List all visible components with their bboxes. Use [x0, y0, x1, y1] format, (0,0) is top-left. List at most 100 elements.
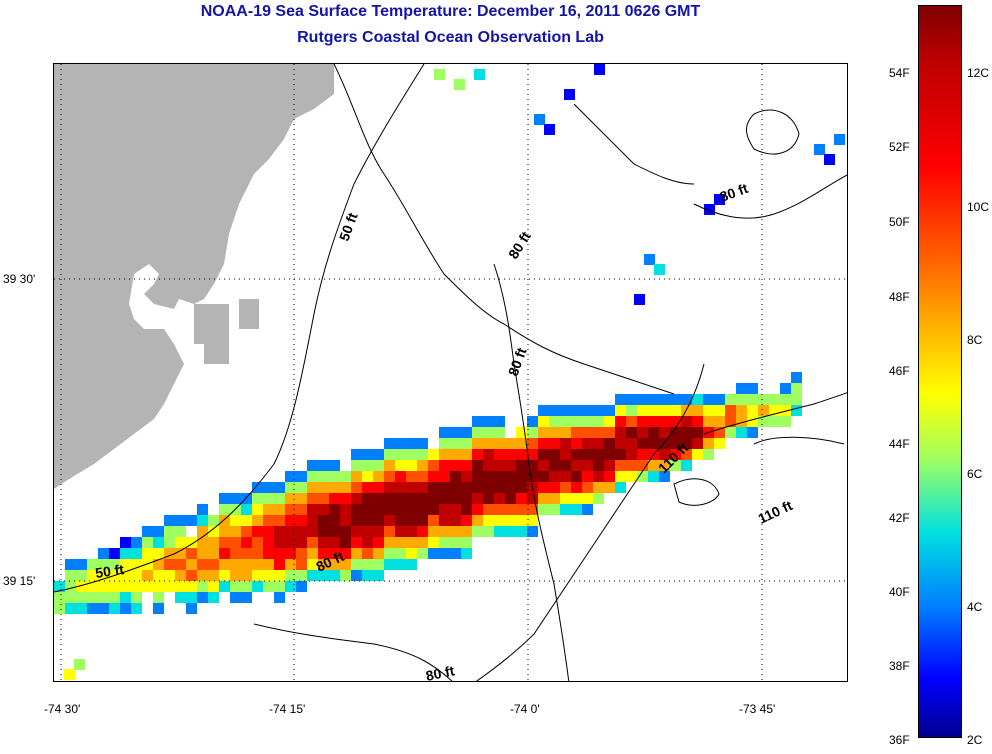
sst-pixel: [505, 460, 516, 471]
sst-pixel: [395, 537, 406, 548]
sst-pixel: [406, 471, 417, 482]
sst-pixel: [659, 427, 670, 438]
contour-label: 80 ft: [505, 228, 534, 261]
sst-pixel: [505, 438, 516, 449]
sst-pixel: [670, 427, 681, 438]
sst-pixel: [582, 493, 593, 504]
sst-pixel: [197, 559, 208, 570]
sst-pixel: [538, 471, 549, 482]
sst-pixel: [615, 438, 626, 449]
sst-pixel: [516, 526, 527, 537]
sst-pixel: [142, 559, 153, 570]
sst-pixel: [615, 460, 626, 471]
sst-pixel: [351, 460, 362, 471]
sst-pixel: [395, 482, 406, 493]
sst-pixel: [582, 449, 593, 460]
sst-pixel: [395, 504, 406, 515]
sst-pixel: [109, 592, 120, 603]
sst-pixel: [208, 570, 219, 581]
sst-pixel: [582, 482, 593, 493]
sst-pixel: [472, 438, 483, 449]
sst-pixel: [219, 515, 230, 526]
sst-pixel: [483, 504, 494, 515]
sst-pixel: [450, 548, 461, 559]
sst-pixel: [241, 592, 252, 603]
sst-pixel: [241, 581, 252, 592]
sst-pixel: [252, 493, 263, 504]
sst-pixel: [527, 526, 538, 537]
sst-pixel: [736, 383, 747, 394]
sst-pixel: [76, 581, 87, 592]
sst-pixel: [736, 405, 747, 416]
sst-pixel: [483, 438, 494, 449]
sst-pixel: [351, 526, 362, 537]
sst-pixel: [307, 570, 318, 581]
sst-pixel: [534, 114, 545, 125]
sst-pixel: [373, 482, 384, 493]
sst-pixel: [659, 438, 670, 449]
sst-pixel: [307, 471, 318, 482]
sst-pixel: [747, 427, 758, 438]
sst-pixel: [714, 405, 725, 416]
sst-pixel: [747, 416, 758, 427]
sst-pixel: [219, 570, 230, 581]
sst-pixel: [736, 394, 747, 405]
sst-pixel: [450, 526, 461, 537]
sst-pixel: [637, 394, 648, 405]
sst-pixel: [263, 581, 274, 592]
sst-pixel: [560, 427, 571, 438]
sst-pixel: [670, 405, 681, 416]
sst-pixel: [274, 581, 285, 592]
sst-pixel: [109, 581, 120, 592]
sst-pixel: [505, 493, 516, 504]
sst-pixel: [318, 515, 329, 526]
sst-pixel: [186, 515, 197, 526]
sst-pixel: [461, 438, 472, 449]
sst-pixel: [241, 515, 252, 526]
sst-pixel: [208, 537, 219, 548]
sst-pixel: [395, 515, 406, 526]
sst-pixel: [241, 559, 252, 570]
sst-pixel: [593, 493, 604, 504]
sst-pixel: [615, 449, 626, 460]
sst-pixel: [549, 416, 560, 427]
sst-pixel: [120, 592, 131, 603]
sst-pixel: [186, 537, 197, 548]
sst-pixel: [549, 493, 560, 504]
sst-pixel: [263, 559, 274, 570]
sst-pixel: [703, 405, 714, 416]
sst-pixel: [670, 394, 681, 405]
sst-pixel: [395, 438, 406, 449]
sst-pixel: [472, 482, 483, 493]
sst-pixel: [318, 504, 329, 515]
sst-pixel: [98, 548, 109, 559]
sst-pixel: [208, 515, 219, 526]
sst-pixel: [670, 438, 681, 449]
map-grid: [54, 64, 847, 681]
sst-pixel: [186, 603, 197, 614]
sst-pixel: [659, 416, 670, 427]
sst-pixel: [296, 526, 307, 537]
sst-pixel: [439, 482, 450, 493]
contour-80ft-north: [333, 64, 675, 395]
sst-pixel: [384, 504, 395, 515]
sst-pixel: [725, 427, 736, 438]
sst-pixel: [274, 537, 285, 548]
sst-pixel: [406, 537, 417, 548]
sst-pixel: [714, 394, 725, 405]
sst-pixel: [318, 537, 329, 548]
sst-pixel: [428, 460, 439, 471]
sst-pixel: [120, 581, 131, 592]
sst-pixel: [439, 515, 450, 526]
sst-pixel: [780, 416, 791, 427]
sst-pixel: [230, 537, 241, 548]
sst-pixel: [307, 559, 318, 570]
sst-pixel: [362, 449, 373, 460]
sst-pixel: [373, 449, 384, 460]
sst-pixel: [659, 471, 670, 482]
colorbar-f-label: 38F: [889, 659, 910, 673]
sst-pixel: [538, 460, 549, 471]
sst-pixel: [648, 460, 659, 471]
sst-pixel: [571, 416, 582, 427]
contour-80ft-mid: [493, 263, 570, 681]
